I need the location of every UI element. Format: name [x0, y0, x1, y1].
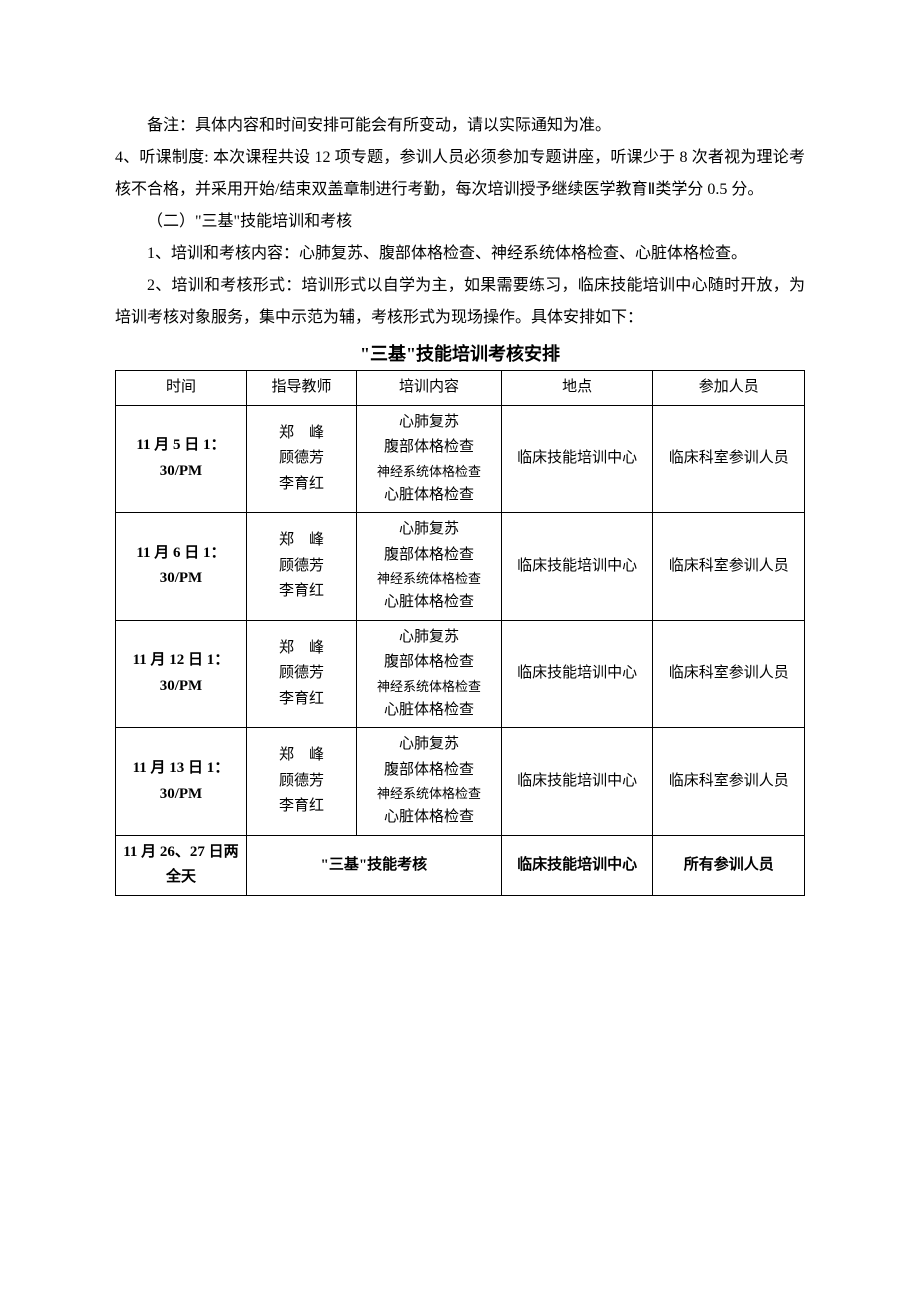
rule-4: 4、听课制度: 本次课程共设 12 项专题，参训人员必须参加专题讲座，听课少于 … [115, 142, 805, 206]
cell-location: 临床技能培训中心 [501, 620, 653, 728]
th-person: 参加人员 [653, 371, 805, 406]
cell-teacher: 郑 峰 顾德芳 李育红 [246, 728, 356, 836]
table-row-exam: 11 月 26、27 日两全天 "三基"技能考核 临床技能培训中心 所有参训人员 [116, 835, 805, 895]
section-2-heading: （二）"三基"技能培训和考核 [115, 206, 805, 238]
cell-person: 临床科室参训人员 [653, 728, 805, 836]
table-header-row: 时间 指导教师 培训内容 地点 参加人员 [116, 371, 805, 406]
cell-time: 11 月 12 日 1：30/PM [116, 620, 247, 728]
table-row: 11 月 6 日 1：30/PM 郑 峰 顾德芳 李育红 心肺复苏 腹部体格检查… [116, 513, 805, 621]
document-page: 备注：具体内容和时间安排可能会有所变动，请以实际通知为准。 4、听课制度: 本次… [0, 0, 920, 956]
cell-content: 心肺复苏 腹部体格检查 神经系统体格检查 心脏体格检查 [357, 513, 502, 621]
note-line: 备注：具体内容和时间安排可能会有所变动，请以实际通知为准。 [115, 110, 805, 142]
cell-teacher: 郑 峰 顾德芳 李育红 [246, 513, 356, 621]
cell-exam-label: "三基"技能考核 [246, 835, 501, 895]
th-teacher: 指导教师 [246, 371, 356, 406]
cell-person: 临床科室参训人员 [653, 513, 805, 621]
cell-teacher: 郑 峰 顾德芳 李育红 [246, 405, 356, 513]
cell-person: 所有参训人员 [653, 835, 805, 895]
cell-location: 临床技能培训中心 [501, 405, 653, 513]
cell-content: 心肺复苏 腹部体格检查 神经系统体格检查 心脏体格检查 [357, 620, 502, 728]
th-content: 培训内容 [357, 371, 502, 406]
th-time: 时间 [116, 371, 247, 406]
th-location: 地点 [501, 371, 653, 406]
cell-time: 11 月 13 日 1：30/PM [116, 728, 247, 836]
cell-location: 临床技能培训中心 [501, 728, 653, 836]
cell-location: 临床技能培训中心 [501, 513, 653, 621]
table-row: 11 月 5 日 1：30/PM 郑 峰 顾德芳 李育红 心肺复苏 腹部体格检查… [116, 405, 805, 513]
cell-teacher: 郑 峰 顾德芳 李育红 [246, 620, 356, 728]
table-row: 11 月 12 日 1：30/PM 郑 峰 顾德芳 李育红 心肺复苏 腹部体格检… [116, 620, 805, 728]
cell-person: 临床科室参训人员 [653, 620, 805, 728]
skill-training-table: 时间 指导教师 培训内容 地点 参加人员 11 月 5 日 1：30/PM 郑 … [115, 370, 805, 896]
body-text: 备注：具体内容和时间安排可能会有所变动，请以实际通知为准。 4、听课制度: 本次… [115, 110, 805, 334]
cell-content: 心肺复苏 腹部体格检查 神经系统体格检查 心脏体格检查 [357, 405, 502, 513]
cell-person: 临床科室参训人员 [653, 405, 805, 513]
cell-location: 临床技能培训中心 [501, 835, 653, 895]
item-2: 2、培训和考核形式：培训形式以自学为主，如果需要练习，临床技能培训中心随时开放，… [115, 270, 805, 334]
table-title: "三基"技能培训考核安排 [115, 340, 805, 366]
item-1: 1、培训和考核内容：心肺复苏、腹部体格检查、神经系统体格检查、心脏体格检查。 [115, 238, 805, 270]
cell-time: 11 月 6 日 1：30/PM [116, 513, 247, 621]
cell-time: 11 月 5 日 1：30/PM [116, 405, 247, 513]
cell-content: 心肺复苏 腹部体格检查 神经系统体格检查 心脏体格检查 [357, 728, 502, 836]
cell-time: 11 月 26、27 日两全天 [116, 835, 247, 895]
table-row: 11 月 13 日 1：30/PM 郑 峰 顾德芳 李育红 心肺复苏 腹部体格检… [116, 728, 805, 836]
